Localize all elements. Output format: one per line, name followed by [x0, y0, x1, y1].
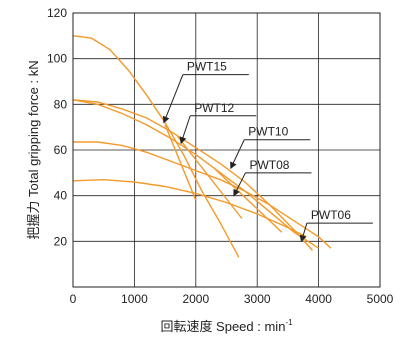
x-tick-label: 0	[70, 292, 77, 306]
callout-leader-pwt12	[179, 115, 191, 145]
y-tick-label: 20	[54, 234, 68, 248]
series-tail-pwt10	[213, 167, 283, 233]
y-tick-label: 40	[54, 189, 68, 203]
series-line-pwt15	[72, 35, 240, 258]
x-axis-label-superscript: -1	[285, 318, 293, 327]
y-tick-label: 60	[54, 143, 68, 157]
x-axis-label-main: 回転速度 Speed : min	[160, 319, 285, 334]
y-tick-label: 80	[54, 97, 68, 111]
y-tick-label: 100	[47, 52, 67, 66]
tick-labels: 0 1000 2000 3000 4000 5000 20 40 60 80 100 120	[47, 6, 394, 306]
callouts: PWT15 PWT12 PWT10 PWT08 PWT06	[162, 60, 373, 243]
y-axis-label: 把握力 Total gripping force : kN	[26, 60, 41, 239]
callout-leader-pwt10	[230, 139, 245, 170]
series-lines	[72, 35, 332, 258]
callout-leader-pwt06	[299, 222, 308, 243]
series-line-pwt06	[72, 178, 307, 238]
callout-label-pwt10: PWT10	[248, 125, 288, 139]
callout-label-pwt06: PWT06	[311, 208, 351, 222]
x-tick-label: 1000	[121, 292, 148, 306]
x-tick-label: 2000	[182, 292, 209, 306]
callout-label-pwt15: PWT15	[187, 60, 227, 74]
series-tail-pwt15	[164, 124, 197, 201]
callout-leader-pwt08	[233, 172, 246, 197]
series-line-pwt10	[72, 99, 319, 249]
callout-label-pwt08: PWT08	[249, 158, 289, 172]
x-axis-label: 回転速度 Speed : min-1	[160, 318, 293, 334]
x-tick-label: 5000	[367, 292, 394, 306]
x-tick-label: 4000	[305, 292, 332, 306]
y-tick-label: 120	[47, 6, 67, 20]
series-line-pwt12	[72, 99, 314, 251]
grid	[73, 13, 380, 287]
plot-frame	[72, 12, 381, 288]
callout-leader-pwt15	[162, 74, 184, 124]
x-tick-label: 3000	[244, 292, 271, 306]
callout-label-pwt12: PWT12	[194, 101, 234, 115]
series-line-pwt08	[73, 141, 332, 249]
